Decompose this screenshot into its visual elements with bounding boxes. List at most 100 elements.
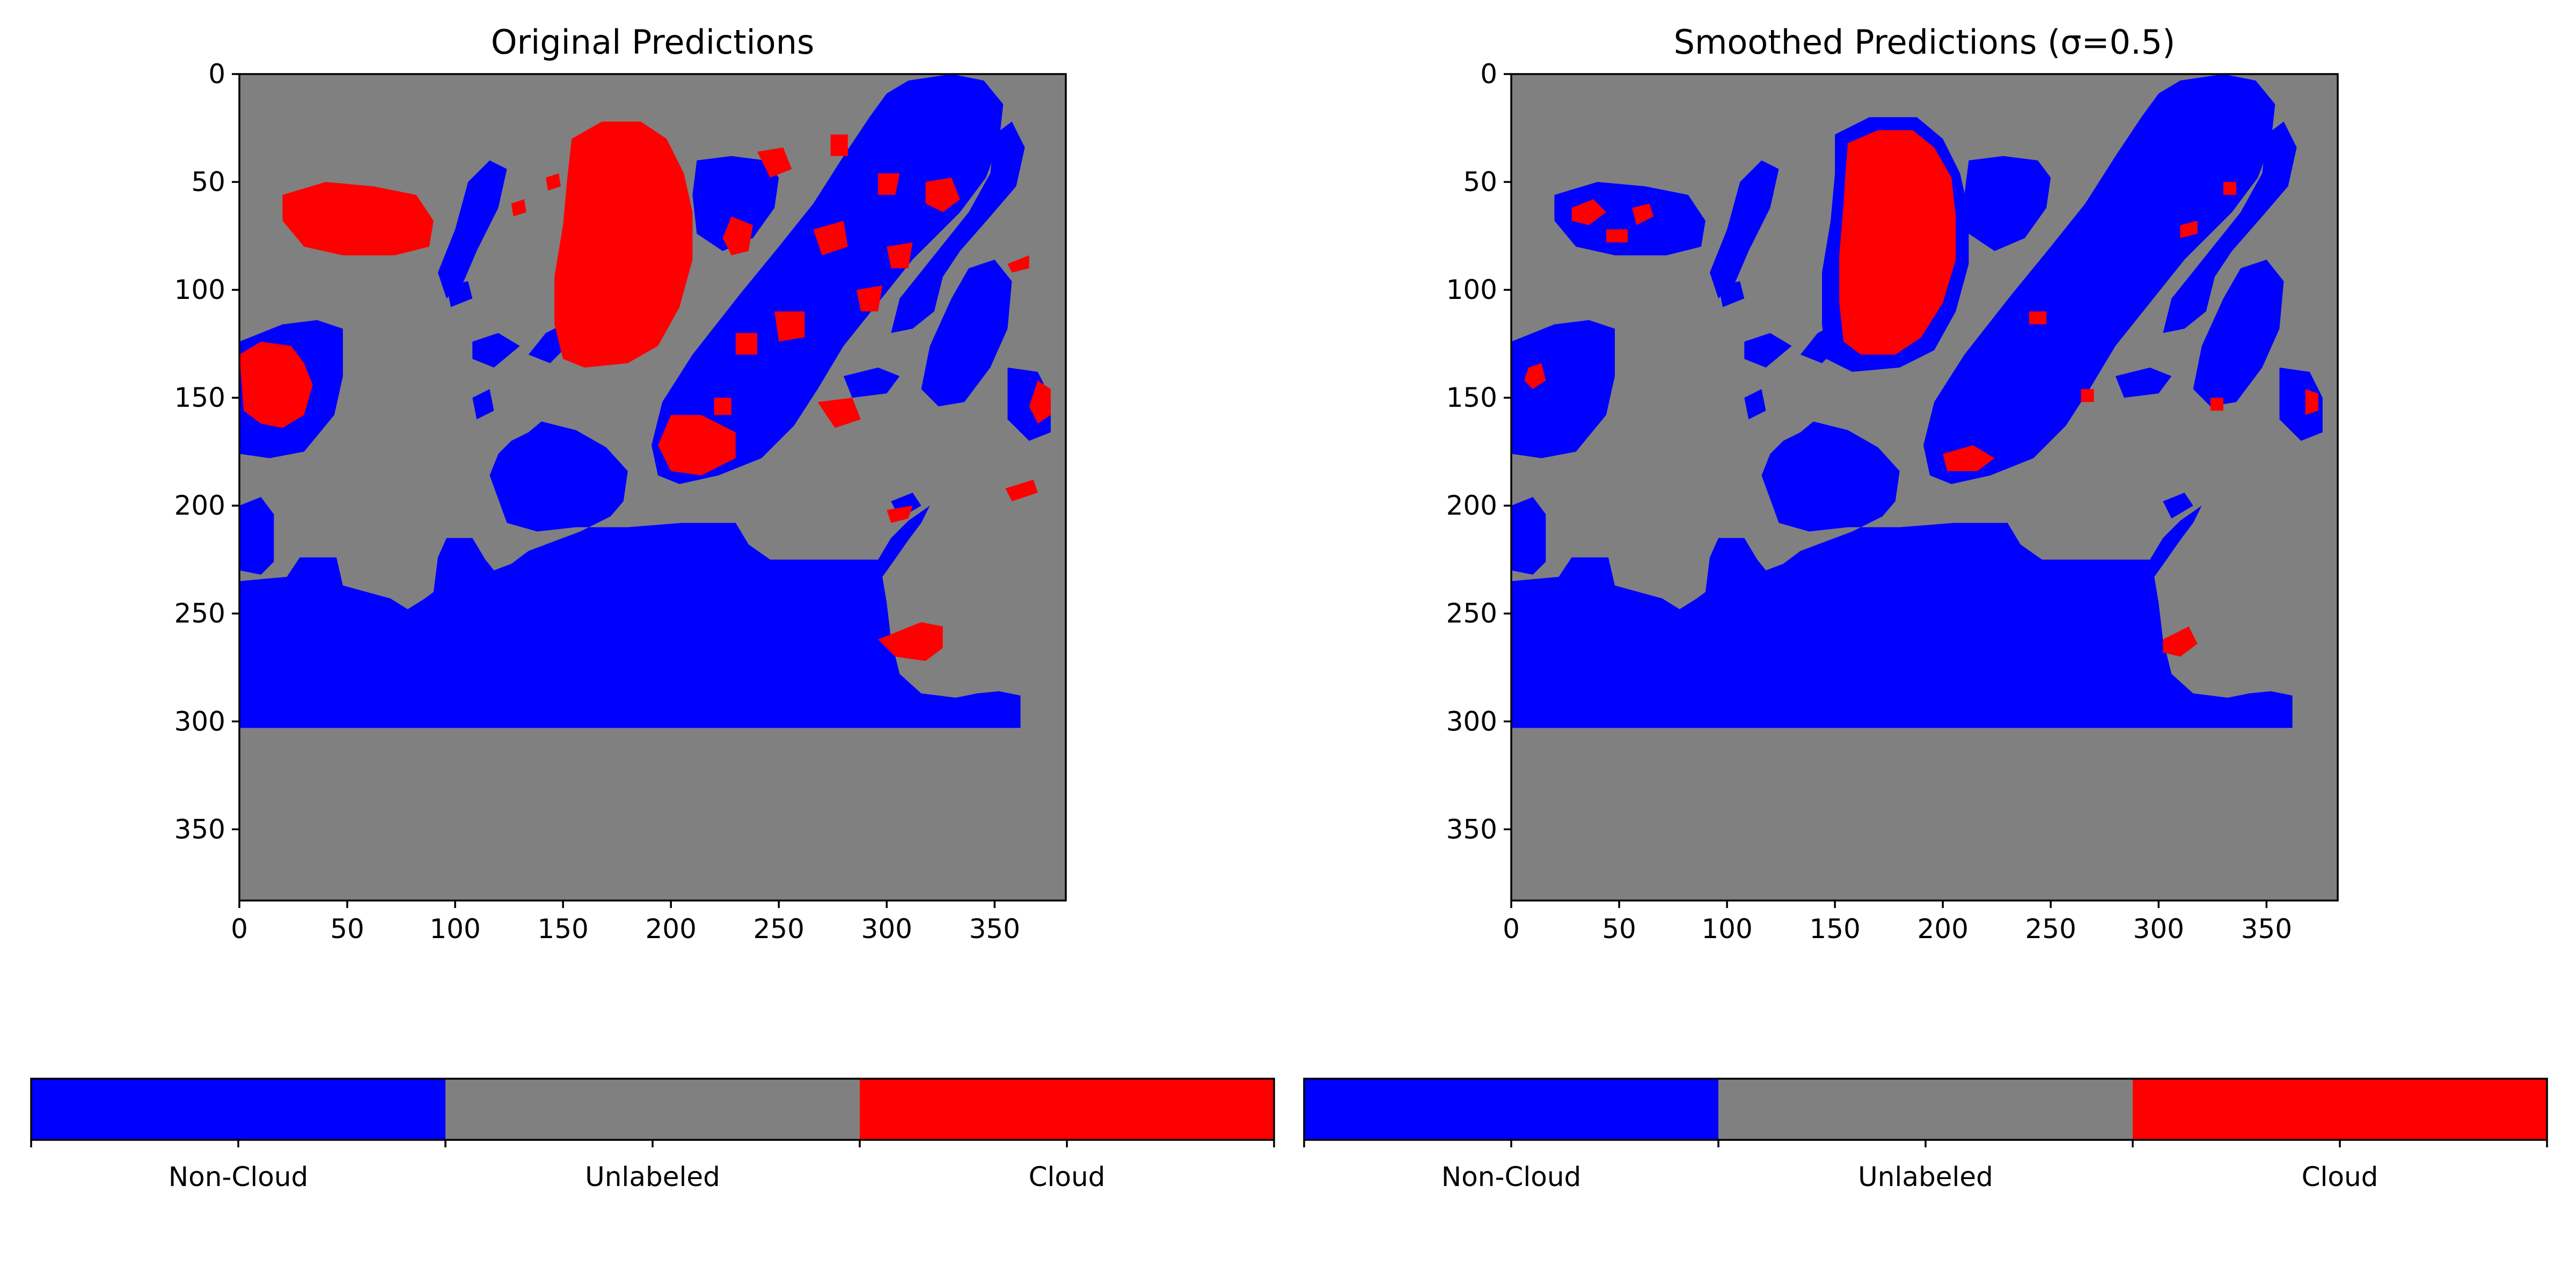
region-non-cloud xyxy=(1744,333,1792,368)
region-non-cloud xyxy=(447,281,473,308)
region-cloud xyxy=(1852,303,1865,316)
region-non-cloud xyxy=(921,259,1012,407)
region-cloud xyxy=(2223,182,2237,195)
region-cloud xyxy=(1943,445,1995,471)
region-non-cloud xyxy=(891,121,1025,333)
region-cloud xyxy=(2163,626,2198,657)
x-tick-label: 250 xyxy=(753,913,804,945)
region-cloud xyxy=(282,182,434,255)
region-non-cloud xyxy=(2115,367,2172,398)
y-tick-label: 100 xyxy=(1446,274,1497,305)
colorbar-segment-cloud xyxy=(860,1079,1274,1140)
y-tick-label: 350 xyxy=(174,814,225,845)
region-non-cloud xyxy=(692,156,779,251)
region-non-cloud xyxy=(1718,281,1745,308)
axes-smoothed: 0 50 100 150 200 250 300 350 0 50 100 150 200 250 300 3… xyxy=(1446,58,2292,945)
heatmap-original xyxy=(239,74,1066,901)
x-tick-label: 350 xyxy=(2241,913,2292,945)
region-non-cloud xyxy=(472,333,520,368)
region-cloud xyxy=(887,242,913,268)
colorbar-label-unlabeled: Unlabeled xyxy=(1858,1161,1993,1192)
y-tick-label: 250 xyxy=(174,598,225,629)
region-non-cloud xyxy=(1511,421,2293,728)
region-non-cloud xyxy=(239,421,1021,728)
region-cloud xyxy=(878,173,900,195)
plot-frame xyxy=(238,73,1067,902)
region-cloud xyxy=(774,311,805,342)
region-cloud xyxy=(925,178,960,213)
x-tick-label: 150 xyxy=(537,913,588,945)
colorbar-label-cloud: Cloud xyxy=(2302,1161,2379,1192)
x-tick-label: 300 xyxy=(2133,913,2184,945)
y-tick-label: 50 xyxy=(1463,166,1497,197)
region-cloud xyxy=(878,622,943,661)
y-tick-label: 200 xyxy=(174,490,225,521)
region-cloud xyxy=(714,398,731,415)
y-tick-label: 100 xyxy=(174,274,225,305)
x-tick-label: 350 xyxy=(969,913,1020,945)
panel-title: Original Predictions xyxy=(491,23,815,62)
region-cloud xyxy=(1632,203,1654,225)
y-tick-label: 50 xyxy=(191,166,225,197)
colorbar-segment-unlabeled xyxy=(1718,1079,2133,1140)
region-cloud xyxy=(1005,479,1038,502)
region-cloud xyxy=(856,286,883,312)
colorbar-label-non-cloud: Non-Cloud xyxy=(169,1161,309,1192)
region-cloud xyxy=(1524,363,1546,390)
heatmap-smoothed xyxy=(1511,74,2338,901)
region-cloud xyxy=(887,506,913,523)
region-non-cloud xyxy=(2279,367,2323,441)
region-non-cloud xyxy=(472,389,494,420)
colorbar-original: Non-Cloud Unlabeled Cloud xyxy=(30,1078,1275,1192)
plot-frame xyxy=(1510,73,2339,902)
region-cloud xyxy=(757,147,792,178)
x-tick-label: 100 xyxy=(1701,913,1752,945)
colorbar-smoothed: Non-Cloud Unlabeled Cloud xyxy=(1303,1078,2548,1192)
region-cloud xyxy=(735,333,758,355)
y-tick-label: 0 xyxy=(208,58,225,90)
region-non-cloud xyxy=(1744,389,1766,420)
y-tick-label: 350 xyxy=(1446,814,1497,845)
region-cloud xyxy=(813,221,848,255)
axes-original: 0 50 100 150 200 250 300 350 0 50 100 150 200 250 300 3… xyxy=(174,58,1020,945)
y-tick-label: 150 xyxy=(174,382,225,413)
region-non-cloud xyxy=(2193,259,2284,407)
colorbar-label-non-cloud: Non-Cloud xyxy=(1441,1161,1582,1192)
panel-title: Smoothed Predictions (σ=0.5) xyxy=(1674,23,2176,62)
panel-original: Original Predictions 0 50 100 150 200 250 300 3… xyxy=(174,23,1067,945)
region-cloud xyxy=(2305,389,2318,415)
region-cloud xyxy=(545,173,561,191)
region-non-cloud xyxy=(1511,497,1546,575)
region-cloud xyxy=(1571,199,1606,225)
x-tick-label: 50 xyxy=(1602,913,1636,945)
region-cloud xyxy=(658,415,736,475)
region-non-cloud xyxy=(437,160,507,299)
colorbar-segment-cloud xyxy=(2133,1079,2547,1140)
panel-smoothed: Smoothed Predictions (σ=0.5) 0 50 100 150 20… xyxy=(1446,23,2339,945)
region-cloud xyxy=(1029,380,1051,424)
x-tick-label: 0 xyxy=(1503,913,1520,945)
region-non-cloud xyxy=(1964,156,2051,251)
y-tick-label: 250 xyxy=(1446,598,1497,629)
region-non-cloud xyxy=(731,367,771,402)
region-non-cloud xyxy=(843,367,900,398)
region-non-cloud xyxy=(1511,320,1615,458)
region-non-cloud xyxy=(239,497,274,575)
y-tick-label: 300 xyxy=(1446,706,1497,737)
x-tick-label: 200 xyxy=(1917,913,1968,945)
x-tick-label: 200 xyxy=(645,913,696,945)
x-tick-label: 300 xyxy=(861,913,912,945)
region-cloud xyxy=(722,216,753,255)
region-non-cloud xyxy=(2003,367,2043,402)
region-cloud xyxy=(511,199,526,217)
x-tick-label: 250 xyxy=(2025,913,2076,945)
region-cloud xyxy=(1839,130,1956,355)
region-non-cloud xyxy=(2163,493,2193,519)
region-cloud xyxy=(2210,398,2223,411)
x-tick-label: 150 xyxy=(1809,913,1860,945)
region-cloud xyxy=(2180,221,2198,238)
region-cloud xyxy=(2029,311,2047,325)
x-tick-label: 50 xyxy=(330,913,364,945)
region-cloud xyxy=(554,121,693,368)
